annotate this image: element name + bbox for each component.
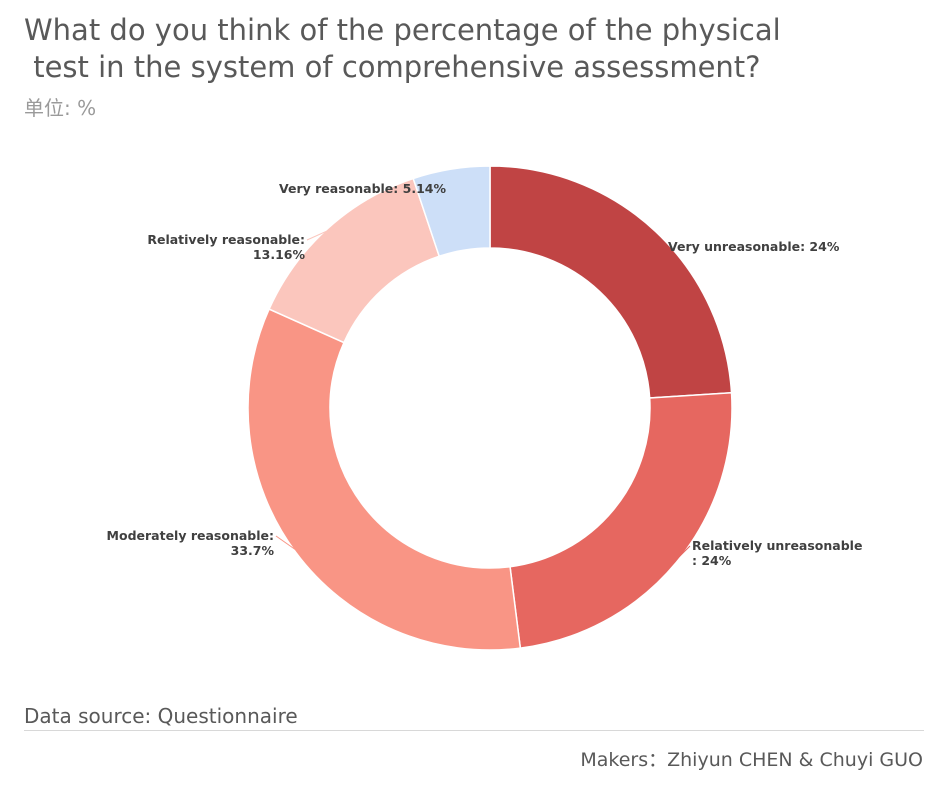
- leader-line: [306, 229, 330, 241]
- slice-label: Very reasonable: 5.14%: [279, 181, 446, 196]
- slice-label: Moderately reasonable: 33.7%: [107, 528, 275, 558]
- slice-label-line: 33.7%: [231, 543, 275, 558]
- slice-label-line: Very reasonable: 5.14%: [279, 181, 446, 196]
- donut-slices: [247, 165, 733, 651]
- slice-labels: Very unreasonable: 24% Relatively unreaso…: [107, 181, 863, 568]
- slice-label-line: 13.16%: [253, 247, 306, 262]
- chart-title-line-2: test in the system of comprehensive asse…: [24, 50, 761, 84]
- slice-label: Relatively unreasonable: 24%: [692, 538, 862, 568]
- slice-label: Relatively reasonable: 13.16%: [147, 232, 305, 262]
- slice-label-line: Moderately reasonable:: [107, 528, 274, 543]
- unit-label: 单位: %: [24, 96, 97, 120]
- chart-title: What do you think of the percentage of t…: [24, 12, 924, 86]
- leader-line: [275, 535, 298, 552]
- makers-credit: Makers：Zhiyun CHEN & Chuyi GUO: [580, 749, 923, 771]
- slice-label-line: : 24%: [692, 553, 732, 568]
- slice-moderately-reasonable: [247, 308, 522, 651]
- slice-relatively-unreasonable: [509, 392, 733, 649]
- slice-label-line: Relatively reasonable:: [147, 232, 305, 247]
- leader-line: [447, 171, 452, 190]
- slice-label-line: Relatively unreasonable: [692, 538, 862, 553]
- slice-label: Very unreasonable: 24%: [668, 239, 840, 254]
- chart-title-line-1: What do you think of the percentage of t…: [24, 13, 781, 47]
- donut-chart: Very unreasonable: 24% Relatively unreaso…: [107, 165, 863, 651]
- footer-divider: [24, 730, 924, 731]
- data-source: Data source: Questionnaire: [24, 704, 298, 728]
- leader-line: [674, 545, 691, 562]
- slice-label-line: Very unreasonable: 24%: [668, 239, 840, 254]
- slice-very-unreasonable: [489, 165, 733, 399]
- slice-very-reasonable: [412, 165, 491, 258]
- leader-line: [653, 232, 667, 248]
- leader-lines: [275, 171, 691, 562]
